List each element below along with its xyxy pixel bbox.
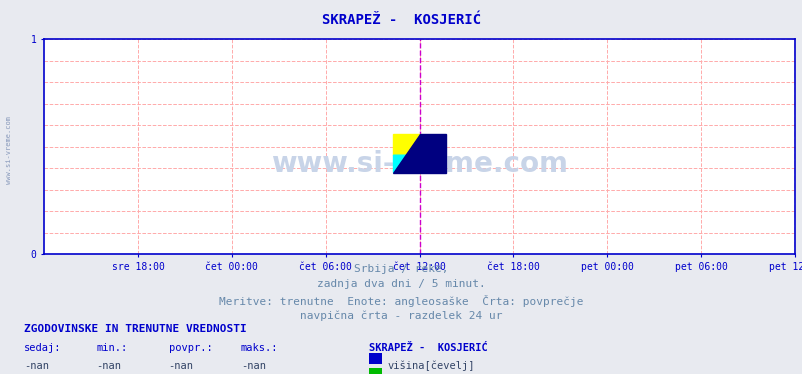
Text: SKRAPEŽ -  KOSJERIĆ: SKRAPEŽ - KOSJERIĆ xyxy=(322,13,480,27)
Text: www.si-vreme.com: www.si-vreme.com xyxy=(6,116,12,184)
Text: povpr.:: povpr.: xyxy=(168,343,212,353)
Text: maks.:: maks.: xyxy=(241,343,278,353)
Text: navpična črta - razdelek 24 ur: navpična črta - razdelek 24 ur xyxy=(300,311,502,321)
Text: ZGODOVINSKE IN TRENUTNE VREDNOSTI: ZGODOVINSKE IN TRENUTNE VREDNOSTI xyxy=(24,324,246,334)
Text: SKRAPEŽ -  KOSJERIĆ: SKRAPEŽ - KOSJERIĆ xyxy=(369,343,488,353)
Text: višina[čevelj]: višina[čevelj] xyxy=(387,361,474,371)
Bar xyxy=(393,134,419,155)
Text: -nan: -nan xyxy=(96,361,121,371)
Text: Meritve: trenutne  Enote: angleosaške  Črta: povprečje: Meritve: trenutne Enote: angleosaške Črt… xyxy=(219,295,583,307)
Text: -nan: -nan xyxy=(241,361,265,371)
Bar xyxy=(419,134,445,173)
Text: www.si-vreme.com: www.si-vreme.com xyxy=(271,150,567,178)
Text: Srbija / reke,: Srbija / reke, xyxy=(354,264,448,274)
Text: sedaj:: sedaj: xyxy=(24,343,62,353)
Text: -nan: -nan xyxy=(168,361,193,371)
Polygon shape xyxy=(393,155,419,173)
Text: min.:: min.: xyxy=(96,343,128,353)
Text: zadnja dva dni / 5 minut.: zadnja dva dni / 5 minut. xyxy=(317,279,485,289)
Text: -nan: -nan xyxy=(24,361,49,371)
Polygon shape xyxy=(393,134,419,173)
